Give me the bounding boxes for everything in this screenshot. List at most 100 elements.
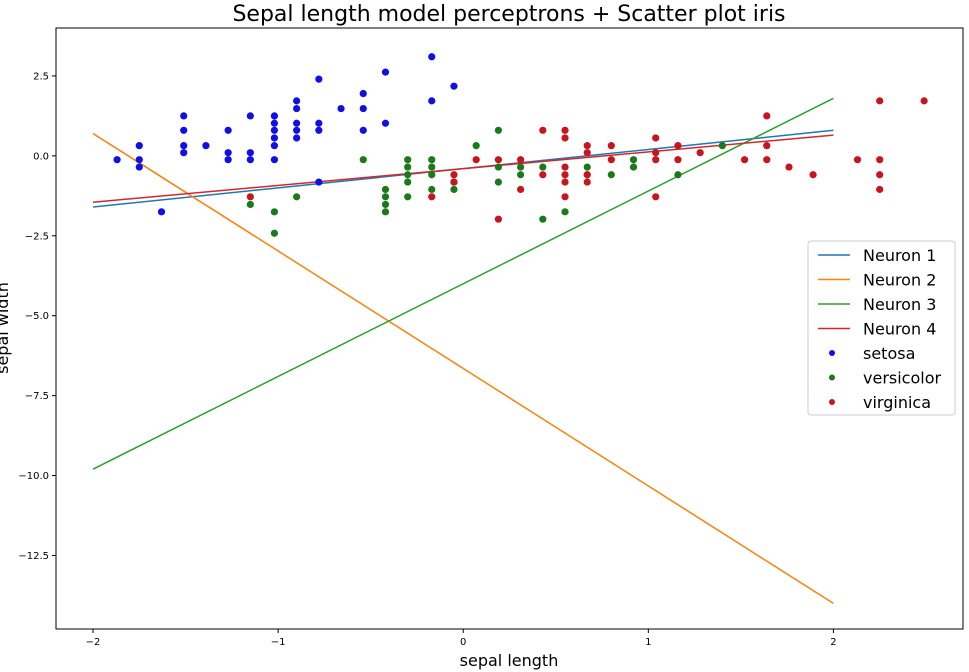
scatter-point [428,193,436,201]
scatter-point [293,97,301,105]
neuron-line [92,132,834,605]
scatter-point [359,104,367,113]
scatter-point [763,142,771,150]
scatter-point [583,163,591,171]
x-axis: −2 −1 0 1 2 [86,629,837,648]
plot-area [55,27,964,630]
scatter-point [270,126,279,134]
scatter-point [718,142,726,150]
scatter-point [315,126,323,134]
scatter-point [494,163,502,171]
scatter-point [674,171,682,179]
legend-marker-swatch [829,350,835,356]
scatter-point [763,156,771,164]
scatter-point [494,178,502,186]
scatter-point [180,142,188,150]
legend-label: virginica [863,393,931,412]
legend-label: Neuron 2 [863,271,936,290]
scatter-point [381,200,390,209]
scatter-point [246,193,254,201]
scatter-point [607,171,615,179]
scatter-point [381,68,390,76]
scatter-point [494,215,502,223]
scatter-point [180,112,188,120]
scatter-point [270,156,279,164]
scatter-point [583,178,591,186]
scatter-point [315,75,323,83]
scatter-point [428,185,436,194]
scatter-point [157,208,166,216]
scatter-point [293,119,301,127]
scatter-point [652,193,660,201]
scatter-points [113,53,928,237]
scatter-point [652,134,660,142]
scatter-point [428,53,436,61]
scatter-point [381,119,390,127]
neuron-lines [92,97,834,605]
legend-label: Neuron 1 [863,246,936,265]
scatter-point [135,156,143,164]
scatter-point [494,126,502,134]
scatter-point [876,156,884,164]
y-tick-label: −10.0 [18,471,49,482]
scatter-point [404,163,412,171]
scatter-point [561,178,569,186]
scatter-point [315,178,323,186]
x-tick-label: −1 [271,637,286,648]
scatter-point [450,185,458,194]
x-tick-label: 0 [460,637,466,648]
scatter-point [785,163,793,171]
scatter-point [359,89,367,98]
scatter-point [315,119,323,127]
scatter-point [270,112,279,120]
scatter-point [293,126,301,134]
scatter-point [629,156,638,164]
scatter-point [428,97,436,105]
scatter-point [583,171,591,179]
scatter-point [180,149,188,157]
scatter-point [652,156,660,164]
scatter-point [561,163,569,171]
scatter-point [404,156,412,164]
scatter-point [337,104,345,113]
y-tick-label: 0.0 [33,151,49,162]
legend-box [807,240,956,416]
scatter-point [381,208,390,216]
scatter-point [674,156,682,164]
x-tick-label: 2 [830,637,836,648]
y-tick-label: −7.5 [25,391,49,402]
scatter-point [876,185,884,194]
scatter-point [180,126,188,134]
scatter-point [561,134,569,142]
scatter-point [135,163,143,171]
x-axis-label: sepal length [460,651,559,670]
legend: Neuron 1 Neuron 2 Neuron 3 Neuron 4 setosa ve… [807,240,956,416]
y-tick-label: −12.5 [18,551,49,562]
neuron-line [92,134,834,203]
scatter-point [517,185,525,194]
scatter-point [539,215,547,223]
scatter-point [763,112,771,120]
y-tick-label: −2.5 [25,231,49,242]
scatter-point [359,156,367,164]
scatter-point [674,142,682,150]
scatter-point [404,178,412,186]
scatter-point [472,142,480,150]
scatter-point [853,156,862,164]
scatter-point [270,229,279,237]
scatter-point [246,200,254,209]
scatter-point [202,142,210,150]
scatter-point [539,163,547,171]
scatter-point [293,104,301,113]
scatter-point [809,171,817,179]
scatter-point [428,156,436,164]
scatter-point [494,156,502,164]
scatter-point [270,208,279,216]
scatter-point [561,171,569,179]
scatter-point [450,82,458,90]
scatter-point [517,163,525,171]
legend-label: Neuron 3 [863,295,936,314]
scatter-point [224,149,232,157]
scatter-point [517,171,525,179]
